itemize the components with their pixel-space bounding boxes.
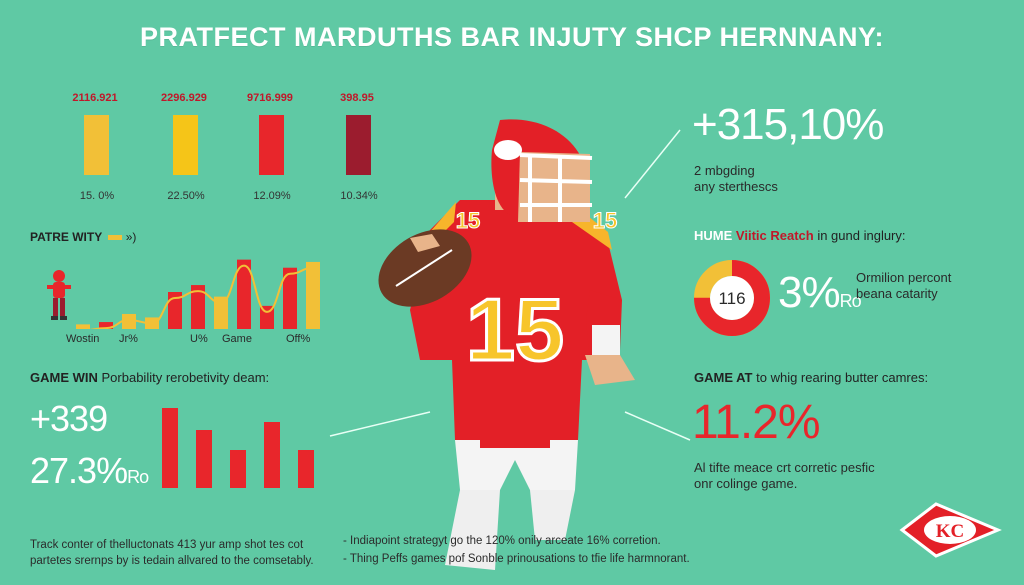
game-win-stat-2: 27.3%Ro: [30, 450, 149, 492]
patre-bar: [283, 267, 297, 329]
top-bar-1: [84, 115, 109, 175]
patre-bar: [214, 296, 228, 329]
patre-heading-tail: »): [125, 230, 137, 244]
patre-heading: PATRE WITY »): [30, 230, 136, 244]
patre-bar: [191, 285, 205, 329]
patre-bar: [237, 259, 251, 329]
hume-ring-chart: 116: [694, 260, 770, 336]
hume-stat-unit: Ro: [839, 291, 862, 311]
game-win-stat-1: +339: [30, 398, 108, 439]
game-win-stat-2-unit: Ro: [127, 467, 149, 487]
hume-heading-a: HUME: [694, 228, 733, 243]
patre-bar: [99, 322, 113, 329]
patre-x-label-2: Jr%: [119, 333, 138, 345]
left-hand: [410, 234, 440, 252]
game-win-bar: [298, 450, 314, 488]
shoulder-number-left: 15: [456, 208, 480, 233]
game-win-bar: [230, 450, 246, 488]
top-bar-4: [346, 115, 371, 175]
facemask: [519, 153, 593, 222]
top-bar-chart: 2116.921 2296.929 9716.999 398.95 15. 0%…: [50, 92, 400, 212]
helmet-logo: [494, 140, 522, 160]
hume-heading-b: Viitic Reatch: [735, 228, 814, 243]
football-lace: [395, 249, 453, 287]
patre-x-label-5: Off%: [286, 333, 311, 345]
kc-arrowhead-logo: KC: [899, 502, 1002, 558]
right-top-line-2: any sterthescs: [694, 179, 778, 194]
bar-top-label-2: 2296.929: [161, 92, 207, 104]
pants: [455, 440, 578, 490]
game-at-line-1: Al tifte meace crt corretic pesfic: [694, 460, 875, 475]
logo-text: KC: [936, 521, 965, 542]
wristband: [592, 325, 620, 355]
shoulder-number-right: 15: [593, 208, 617, 233]
belt: [480, 440, 550, 448]
bar-bottom-label-3: 12.09%: [253, 190, 291, 202]
footer-left-line-2: partetes srernps by is tedain allvared t…: [30, 555, 314, 567]
right-hand: [585, 355, 635, 385]
patre-x-label-4: Game: [222, 333, 252, 345]
game-win-bar: [264, 422, 280, 488]
right-top-stat: +315,10%: [692, 100, 884, 149]
bar-bottom-label-4: 10.34%: [340, 190, 378, 202]
patre-x-labels: Wostin Jr% U% Game Off%: [64, 333, 324, 347]
footer-right-line-1: - Indiapoint strategyt go the 120% onily…: [343, 535, 661, 547]
ring-value: 116: [718, 289, 745, 308]
leg-left: [445, 490, 500, 570]
bar-top-label-4: 398.95: [340, 92, 374, 104]
patre-x-label-1: Wostin: [66, 333, 100, 345]
patre-bar: [306, 261, 320, 329]
game-win-heading-tail: Porbability rerobetivity deam:: [101, 370, 270, 385]
patre-bar: [122, 313, 136, 329]
bar-bottom-label-1: 15. 0%: [79, 190, 115, 202]
patre-chart: [76, 259, 320, 329]
patre-x-label-3: U%: [190, 333, 208, 345]
leg-right: [530, 490, 575, 540]
hume-desc-1: Ormilion percont: [856, 270, 952, 285]
hume-desc-2: beana catarity: [856, 286, 938, 301]
game-at-line-2: onr colinge game.: [694, 476, 798, 491]
bar-bottom-label-2: 22.50%: [167, 190, 205, 202]
ring-arc: [694, 260, 770, 336]
game-win-stat-2-value: 27.3%: [30, 450, 128, 491]
hume-heading-c: in gund inglury:: [817, 228, 906, 243]
top-bar-3: [259, 115, 284, 175]
bar-top-label-1: 2116.921: [72, 92, 118, 104]
game-at-stat: 11.2%: [692, 396, 821, 449]
game-win-bar: [196, 430, 212, 488]
footer-left-line-1: Track conter of thelluctonats 413 yur am…: [30, 539, 304, 551]
top-bar-2: [173, 115, 198, 175]
game-win-heading-text: GAME WIN: [30, 370, 98, 385]
hume-stat: 3%Ro: [778, 268, 862, 318]
bar-top-label-3: 9716.999: [247, 92, 293, 104]
ring-center: [710, 276, 754, 320]
hume-stat-value: 3%: [778, 268, 841, 317]
right-top-line-1: 2 mbgding: [694, 163, 755, 178]
patre-bar: [76, 324, 90, 329]
game-at-heading: GAME AT to whig rearing butter camres:: [694, 370, 928, 385]
jersey-number: 15: [466, 280, 564, 379]
logo-oval: [924, 516, 976, 544]
page-title: PRATFECT MARDUTHS BAR INJUTY SHCP HERNNA…: [139, 22, 885, 52]
patre-trend-line: [89, 264, 314, 329]
patre-heading-text: PATRE WITY: [30, 230, 102, 244]
patre-legend-swatch: [108, 235, 123, 241]
quarterback-illustration: 15 15 15: [378, 119, 635, 570]
footer-right-line-2: - Thing Peffs games pof Sonble prinousat…: [343, 553, 690, 565]
patre-bar: [168, 292, 182, 329]
game-win-bar: [162, 408, 178, 488]
player-mini-icon: [47, 270, 71, 320]
hume-heading: HUME Viitic Reatch in gund inglury:: [694, 228, 906, 243]
game-win-heading: GAME WIN Porbability rerobetivity deam:: [30, 370, 269, 385]
game-win-chart: [162, 408, 314, 488]
game-at-heading-tail: to whig rearing butter camres:: [756, 370, 929, 385]
game-at-heading-text: GAME AT: [694, 370, 753, 385]
